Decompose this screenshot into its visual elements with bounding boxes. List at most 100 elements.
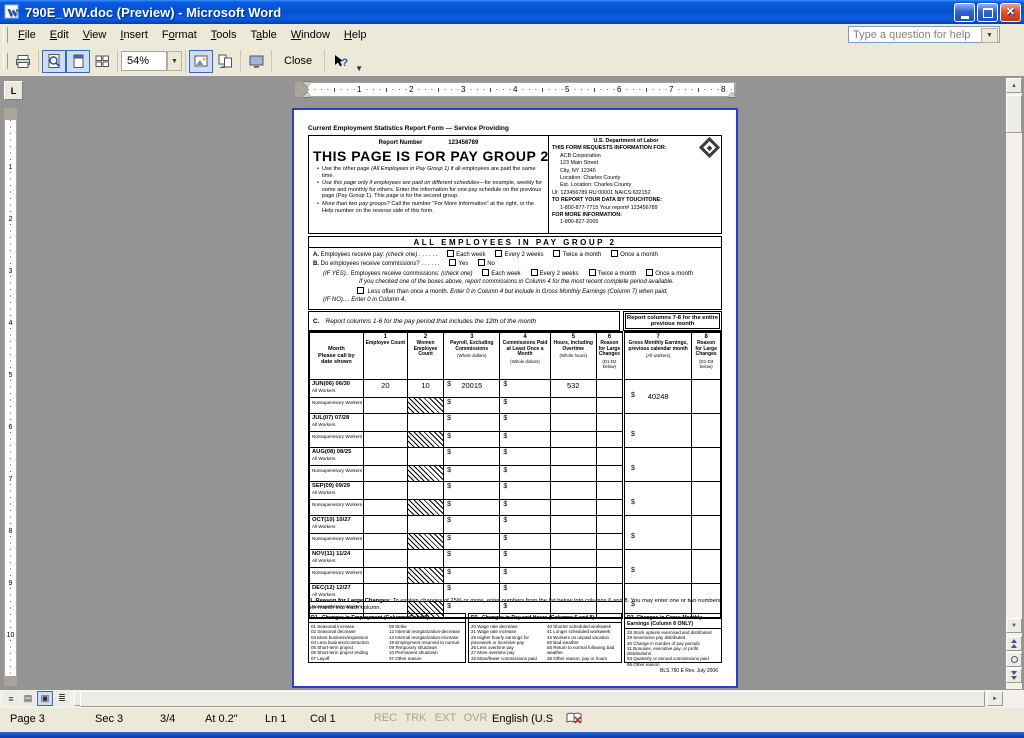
magnifier-button[interactable]: [42, 49, 66, 73]
window-title: 790E_WW.doc (Preview) - Microsoft Word: [25, 4, 282, 20]
menu-file[interactable]: File: [18, 29, 36, 41]
restore-button[interactable]: [977, 3, 998, 22]
women-count-cell: [406, 447, 445, 466]
scroll-right-button[interactable]: ►: [987, 691, 1003, 706]
right-indent-marker[interactable]: [728, 92, 736, 97]
status-mode-rec[interactable]: REC: [373, 712, 398, 724]
reason8-cell: [691, 481, 722, 516]
ruler-scale: 1 2 3 4 5 6 7 8: [308, 83, 734, 96]
scrollbar-thumb[interactable]: [1006, 95, 1022, 133]
select-browse-object-button[interactable]: [1006, 652, 1022, 667]
titlebar[interactable]: W 790E_WW.doc (Preview) - Microsoft Word…: [0, 0, 1024, 24]
first-line-indent-marker[interactable]: [303, 82, 311, 87]
next-page-button[interactable]: [1006, 668, 1022, 683]
ruler-number: 2: [5, 216, 16, 223]
print-button[interactable]: [11, 50, 35, 73]
bullet-item: • Use this page only if employees are pai…: [317, 180, 543, 200]
full-screen-button[interactable]: [244, 50, 268, 73]
d1-list-left: 01 Seasonal increase 02 Seasonal decrease…: [309, 623, 387, 661]
reason-code: 32 More/fewer commissions paid: [471, 655, 537, 661]
spelling-status-icon[interactable]: [565, 711, 583, 729]
minimize-icon: [960, 15, 969, 19]
section-band-title: ALL EMPLOYEES IN PAY GROUP 2: [308, 236, 722, 248]
ruler-tick: [594, 88, 595, 92]
web-layout-view-button[interactable]: ▤: [20, 691, 36, 706]
shrink-to-fit-button[interactable]: [213, 50, 237, 73]
reason-code: 28 Stock options exercised and distribut…: [627, 630, 712, 635]
menu-tools[interactable]: Tools: [210, 29, 237, 41]
reason8-cell: [691, 447, 722, 482]
employee-count-cell: [362, 549, 408, 568]
ruler-number: 2: [407, 85, 416, 94]
column-header-4: 4 Commissions Paid at Least Once a Month(…: [499, 331, 551, 380]
close-preview-button[interactable]: Close: [284, 55, 313, 67]
minimize-button[interactable]: [954, 3, 975, 22]
vertical-scrollbar[interactable]: ▲ ▼: [1006, 78, 1022, 689]
separator: [271, 50, 272, 72]
menu-help[interactable]: Help: [343, 29, 367, 41]
zoom-dropdown-arrow[interactable]: ▼: [167, 51, 182, 71]
previous-page-button[interactable]: [1006, 636, 1022, 651]
hours-cell: [549, 601, 597, 619]
horizontal-scrollbar[interactable]: ≡ ▤ ▣ ≣ ◄ ►: [0, 690, 1024, 708]
reason-code: 06 Short-term project ending: [311, 650, 369, 656]
menu-edit[interactable]: Edit: [49, 29, 69, 41]
horizontal-ruler[interactable]: 1 2 3 4 5 6 7 8: [295, 82, 736, 97]
toolbar-grip[interactable]: [3, 53, 8, 69]
status-mode-ovr[interactable]: OVR: [463, 712, 488, 724]
tab-stop-selector[interactable]: L: [4, 81, 23, 100]
view-ruler-button[interactable]: [189, 49, 213, 73]
print-layout-view-button[interactable]: ▣: [37, 691, 53, 706]
menubar: File Edit View Insert Format Tools Table Window…: [0, 24, 1024, 46]
menu-table[interactable]: Table: [250, 29, 277, 41]
reason8-cell: [691, 583, 722, 619]
one-page-button[interactable]: [66, 49, 90, 73]
menu-window[interactable]: Window: [290, 29, 330, 41]
bullet-item: • Use the other page (All Employees in Pa…: [317, 166, 536, 179]
payroll-cell: $: [443, 431, 501, 448]
hours-cell: [549, 447, 597, 466]
reason-code: 37 Other reason: [389, 655, 422, 661]
women-count-cell: [406, 413, 445, 432]
scroll-up-button[interactable]: ▲: [1006, 78, 1022, 93]
vertical-ruler[interactable]: 1 2 3 4 5 6 7 8 9 10: [4, 108, 17, 686]
left-indent-marker[interactable]: [303, 92, 311, 97]
line-less-often: Less often than once a month. Enter 0 in…: [313, 286, 717, 296]
reason-code: 10 Permanent shutdown: [389, 650, 438, 656]
reason-cell: [595, 447, 624, 466]
checkbox: [646, 268, 654, 276]
close-window-button[interactable]: ✕: [1000, 3, 1021, 22]
line-b: B. Do employees receive commissions? . .…: [313, 259, 495, 268]
menu-insert[interactable]: Insert: [120, 29, 148, 41]
help-button[interactable]: ?: [328, 50, 352, 73]
document-page[interactable]: Current Employment Statistics Report For…: [292, 108, 738, 688]
help-question-box[interactable]: Type a question for help ▼: [848, 26, 1000, 43]
toolbar-grip[interactable]: [3, 27, 8, 43]
outline-view-button[interactable]: ≣: [54, 691, 70, 706]
scroll-down-button[interactable]: ▼: [1006, 618, 1022, 633]
menu-format[interactable]: Format: [161, 29, 197, 41]
form-header-box: Report Number 123456789 THIS PAGE IS FOR…: [308, 135, 722, 234]
checkbox-label: Yes: [458, 261, 469, 268]
section-c-row: C. Report columns 1-6 for the pay period …: [308, 311, 722, 331]
month-cell: NOV(11) 11/24 All Workers: [308, 549, 364, 568]
scrollbar-thumb[interactable]: [80, 691, 985, 707]
reason-code: 03 More business/expansion: [311, 634, 369, 640]
commissions-cell: $: [499, 499, 551, 516]
status-mode-ext[interactable]: EXT: [434, 712, 457, 724]
toolbar-options-arrow[interactable]: ▼: [355, 64, 364, 73]
chevron-down-icon[interactable]: ▼: [981, 28, 998, 43]
zoom-combobox[interactable]: 54%: [121, 51, 167, 71]
status-mode-trk[interactable]: TRK: [404, 712, 427, 724]
table-row: JUN(06) 06/30 All Workers 20 10 $20015 $532 $4…: [308, 379, 722, 414]
menu-view[interactable]: View: [82, 29, 107, 41]
commission-frequency-options: Each week Every 2 weeks Twice a month Once …: [474, 268, 695, 277]
multiple-pages-button[interactable]: [90, 50, 114, 73]
form-header-left: Report Number 123456789 THIS PAGE IS FOR…: [309, 136, 548, 233]
dol-line: Est. Location: Charles County: [559, 182, 632, 189]
status-at: At 0.2": [205, 713, 238, 725]
normal-view-button[interactable]: ≡: [3, 691, 19, 706]
checkbox: [588, 268, 596, 276]
checkbox-label: Once a month: [620, 252, 658, 258]
